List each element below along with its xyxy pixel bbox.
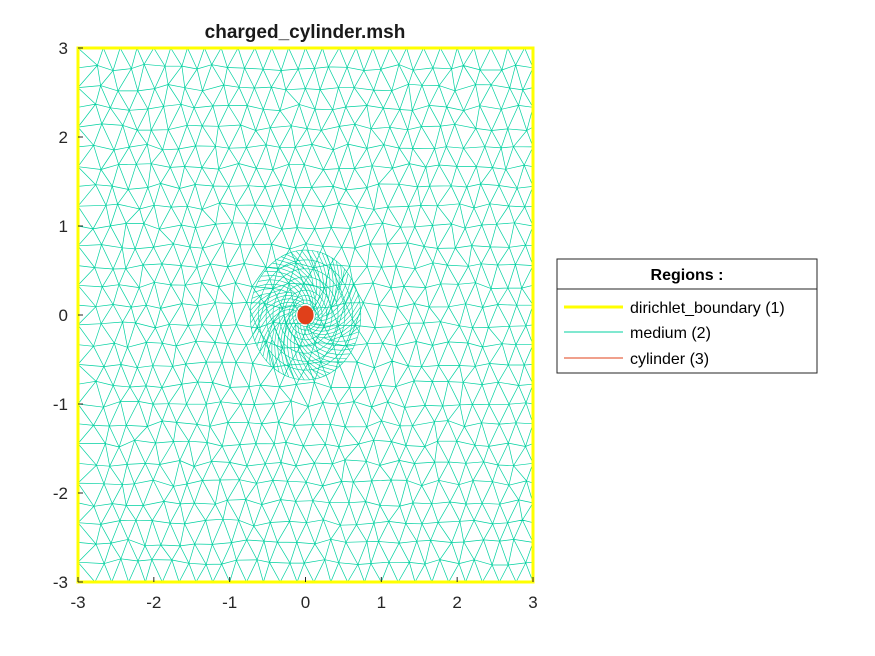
- x-tick-label: 2: [452, 593, 461, 612]
- y-tick-label: 3: [59, 39, 68, 58]
- cylinder-disk: [297, 305, 314, 325]
- x-tick-label: -3: [70, 593, 85, 612]
- x-axis: -3 -2 -1 0 1 2 3: [70, 577, 538, 612]
- x-tick-label: 0: [301, 593, 310, 612]
- x-tick-label: -1: [222, 593, 237, 612]
- y-axis: -3 -2 -1 0 1 2 3: [53, 39, 83, 592]
- legend-title: Regions :: [651, 267, 724, 284]
- mesh-medium: [77, 47, 534, 583]
- cylinder-region: [297, 305, 314, 325]
- y-tick-label: 0: [59, 306, 68, 325]
- x-tick-label: 3: [528, 593, 537, 612]
- y-tick-label: 1: [59, 217, 68, 236]
- legend-label-boundary: dirichlet_boundary (1): [630, 300, 785, 317]
- mesh-refinement: [249, 249, 362, 381]
- y-tick-label: -3: [53, 573, 68, 592]
- y-tick-label: -2: [53, 484, 68, 503]
- legend-box: [556, 258, 818, 374]
- legend-label-medium: medium (2): [630, 325, 711, 342]
- y-tick-label: -1: [53, 395, 68, 414]
- figure-title: charged_cylinder.msh: [205, 22, 406, 43]
- plot-area: [76, 46, 535, 584]
- x-tick-label: -2: [146, 593, 161, 612]
- x-tick-label: 1: [377, 593, 386, 612]
- y-tick-label: 2: [59, 128, 68, 147]
- legend-label-cylinder: cylinder (3): [630, 351, 709, 368]
- legend: Regions : dirichlet_boundary (1) medium …: [556, 258, 818, 374]
